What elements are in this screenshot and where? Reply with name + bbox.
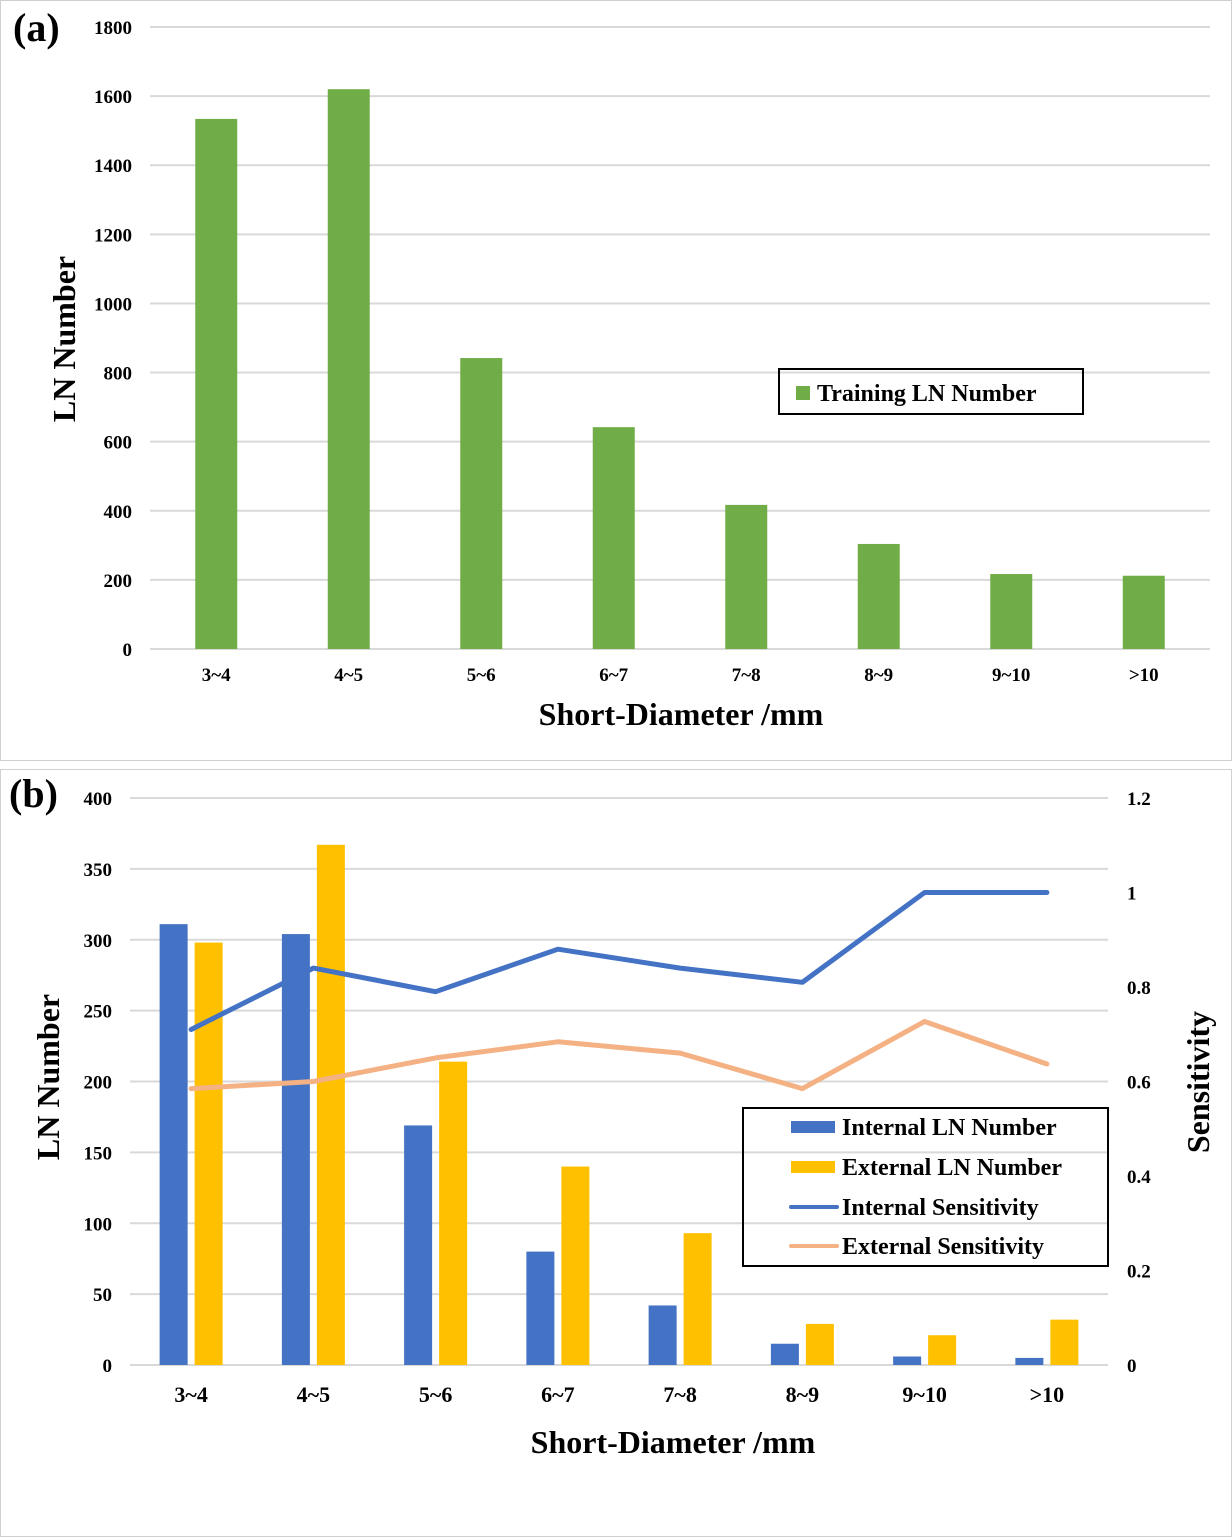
legend-swatch-external-number: [791, 1161, 835, 1173]
y-tick-label-right: 0: [1127, 1356, 1137, 1377]
legend-label-external-sensitivity: External Sensitivity: [842, 1234, 1044, 1260]
y-tick-label: 200: [84, 1073, 113, 1094]
y-axis-title-a: LN Number: [46, 256, 82, 422]
panel-label-b: (b): [9, 771, 58, 816]
legend-b: Internal LN Number External LN Number In…: [742, 1107, 1109, 1267]
bar-internal-ln-number: [1015, 1357, 1044, 1365]
x-tick-label: 6~7: [541, 1382, 574, 1407]
x-tick-label: 3~4: [202, 665, 231, 686]
bar-internal-ln-number: [770, 1343, 799, 1365]
x-axis-title-b: Short-Diameter /mm: [531, 1424, 816, 1460]
x-tick-label: 9~10: [902, 1382, 946, 1407]
bar-external-ln-number: [316, 844, 345, 1365]
bar-training: [990, 574, 1033, 649]
bar-internal-ln-number: [893, 1356, 922, 1365]
legend-label-internal-sensitivity: Internal Sensitivity: [842, 1195, 1039, 1221]
x-tick-label: >10: [1030, 1382, 1065, 1407]
y-tick-label: 1000: [94, 294, 132, 315]
legend-label-external-number: External LN Number: [842, 1155, 1062, 1181]
bar-external-ln-number: [194, 942, 223, 1365]
y-axis-title-right-b: Sensitivity: [1180, 1011, 1216, 1153]
y-tick-label: 1400: [94, 156, 132, 177]
y-tick-label: 400: [84, 789, 113, 810]
x-tick-label: 4~5: [297, 1382, 330, 1407]
y-tick-label-right: 0.6: [1127, 1073, 1151, 1094]
bar-internal-ln-number: [159, 924, 188, 1365]
y-tick-label-right: 0.8: [1127, 978, 1151, 999]
bar-training: [195, 118, 238, 649]
x-axis-title-a: Short-Diameter /mm: [539, 696, 824, 732]
x-tick-label: 4~5: [334, 665, 363, 686]
y-tick-label: 300: [84, 931, 113, 952]
bar-training: [327, 89, 370, 649]
legend-label-internal-number: Internal LN Number: [842, 1115, 1057, 1141]
legend-label-training: Training LN Number: [817, 381, 1037, 407]
x-tick-label: 5~6: [419, 1382, 452, 1407]
bar-external-ln-number: [561, 1166, 590, 1365]
y-tick-label: 1600: [94, 87, 132, 108]
y-tick-label: 0: [103, 1356, 113, 1377]
bar-external-ln-number: [683, 1233, 712, 1365]
legend-swatch-internal-number: [791, 1121, 835, 1133]
bar-training: [725, 504, 768, 649]
line-internal-sensitivity: [188, 890, 1050, 1032]
legend-box-b: [742, 1107, 1109, 1267]
y-tick-label: 1200: [94, 225, 132, 246]
legend-a: Training LN Number: [778, 368, 1084, 415]
legend-box-a: [778, 368, 1084, 415]
bar-training: [460, 358, 503, 649]
x-tick-label: >10: [1129, 665, 1159, 686]
bar-internal-ln-number: [526, 1251, 555, 1365]
y-tick-label: 150: [84, 1143, 113, 1164]
chart-b-svg: (b) 0 50 100 150 200 250 300 350 400 0 0.2 0.4 0.6 0…: [9, 771, 1216, 1460]
bar-training: [1122, 575, 1165, 649]
y-tick-label: 800: [104, 364, 133, 385]
y-tick-label-right: 1: [1127, 884, 1137, 905]
bar-training: [592, 427, 635, 649]
y-tick-label: 1800: [94, 18, 132, 39]
y-tick-label: 50: [93, 1285, 112, 1306]
x-tick-label: 6~7: [599, 665, 628, 686]
chart-a-svg: (a) 0 200 400 600 800 1000 1200 1400 1600 1800 3~…: [13, 5, 1210, 732]
x-tick-label: 8~9: [864, 665, 893, 686]
x-tick-label: 8~9: [786, 1382, 819, 1407]
x-tick-label: 7~8: [663, 1382, 696, 1407]
bar-external-ln-number: [1050, 1319, 1079, 1365]
bar-internal-ln-number: [404, 1125, 433, 1365]
x-tick-label: 7~8: [732, 665, 761, 686]
y-tick-label: 200: [104, 571, 133, 592]
panel-label-a: (a): [13, 5, 60, 50]
y-tick-label-right: 0.2: [1127, 1262, 1151, 1283]
x-tick-label: 9~10: [992, 665, 1030, 686]
y-tick-label: 0: [123, 640, 133, 661]
chart-panel-b: (b) 0 50 100 150 200 250 300 350 400 0 0.2 0.4 0.6 0…: [0, 769, 1232, 1537]
bar-external-ln-number: [439, 1061, 468, 1365]
legend-swatch-training: [796, 386, 810, 400]
y-tick-label: 250: [84, 1002, 113, 1023]
y-axis-title-b: LN Number: [30, 994, 66, 1160]
y-tick-label-right: 0.4: [1127, 1167, 1151, 1188]
bar-internal-ln-number: [648, 1305, 677, 1365]
x-tick-label: 3~4: [174, 1382, 207, 1407]
y-tick-label-right: 1.2: [1127, 789, 1151, 810]
bar-training: [857, 543, 900, 649]
bar-internal-ln-number: [281, 934, 310, 1365]
y-tick-label: 400: [104, 502, 133, 523]
y-tick-label: 100: [84, 1214, 113, 1235]
line-external-sensitivity: [188, 1019, 1050, 1092]
y-tick-label: 350: [84, 860, 113, 881]
bar-external-ln-number: [928, 1335, 957, 1365]
y-tick-label: 600: [104, 433, 133, 454]
bar-external-ln-number: [805, 1323, 834, 1365]
x-tick-label: 5~6: [467, 665, 496, 686]
chart-panel-a: (a) 0 200 400 600 800 1000 1200 1400 1600 1800 3~…: [0, 0, 1232, 761]
